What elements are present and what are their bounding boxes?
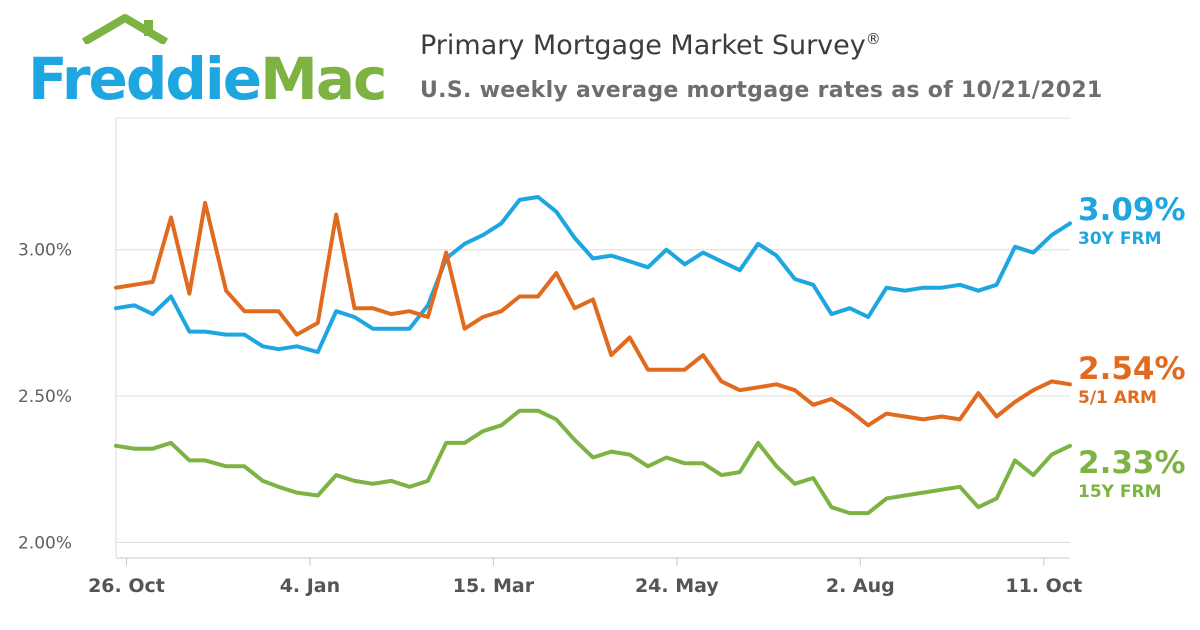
series-line-5-1-arm (114, 200, 1072, 428)
grid-lines (115, 117, 1070, 557)
logo-wordmark: FreddieMac (28, 50, 387, 108)
logo-text-mac: Mac (260, 45, 387, 113)
x-tick-label: 26. Oct (88, 575, 165, 597)
y-tick-label: 2.00% (18, 533, 72, 553)
series-name-30y-frm: 30Y FRM (1078, 229, 1162, 249)
latest-value-5-1-arm: 2.54% (1078, 351, 1186, 387)
x-tick-label: 11. Oct (1005, 575, 1082, 597)
series-name-15y-frm: 15Y FRM (1078, 482, 1162, 502)
latest-value-30y-frm: 3.09% (1078, 192, 1186, 228)
end-label-30y-frm: 3.09% 30Y FRM (1078, 192, 1186, 250)
end-label-5-1-arm: 2.54% 5/1 ARM (1078, 351, 1186, 409)
series-line-15y-frm (114, 408, 1072, 516)
registered-mark: ® (865, 30, 881, 48)
series-line-30y-frm (114, 195, 1072, 355)
series-lines (114, 195, 1072, 516)
x-tick-label: 15. Mar (453, 575, 535, 597)
x-tick-label: 4. Jan (280, 575, 340, 597)
chart-subtitle: U.S. weekly average mortgage rates as of… (420, 78, 1103, 103)
logo-text-freddie: Freddie (28, 45, 262, 113)
house-roof-icon (81, 14, 169, 44)
axes: 2.00% 2.50% 3.00% 26. Oct 4. Jan 15. Mar 24. M… (18, 241, 1082, 597)
x-tick-label: 24. May (635, 575, 719, 597)
series-name-5-1-arm: 5/1 ARM (1078, 388, 1157, 408)
y-tick-label: 3.00% (18, 241, 72, 261)
latest-value-15y-frm: 2.33% (1078, 445, 1186, 481)
y-tick-label: 2.50% (18, 387, 72, 407)
freddie-mac-logo: FreddieMac (22, 14, 392, 114)
end-label-15y-frm: 2.33% 15Y FRM (1078, 445, 1186, 503)
chart-title: Primary Mortgage Market Survey® (420, 30, 881, 61)
chart-title-text: Primary Mortgage Market Survey (420, 30, 866, 61)
x-tick-label: 2. Aug (826, 575, 895, 597)
